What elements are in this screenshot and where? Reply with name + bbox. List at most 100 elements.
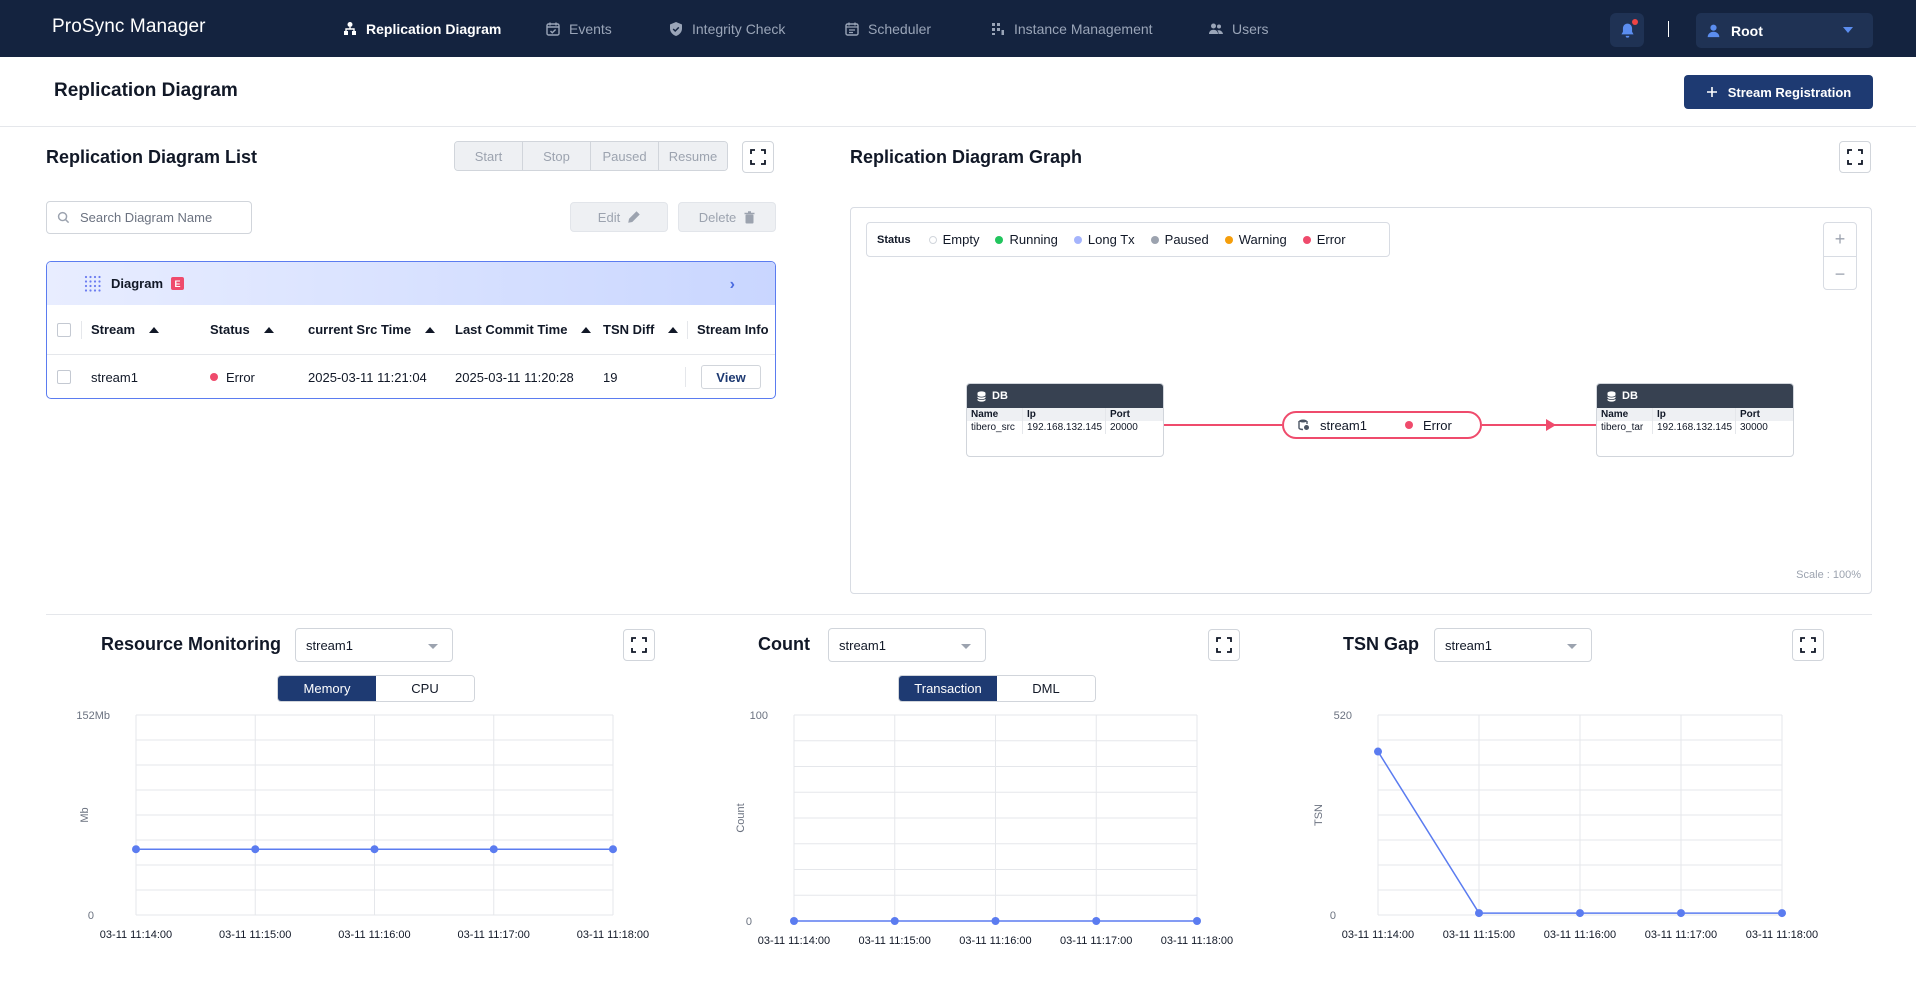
app-brand[interactable]: ProSync Manager bbox=[52, 16, 206, 37]
resource-stream-select[interactable]: stream1 bbox=[295, 628, 453, 662]
resume-button[interactable]: Resume bbox=[659, 142, 727, 170]
source-db-node[interactable]: DB Name Ip Port tibero_src 192.168.132.1… bbox=[966, 383, 1164, 457]
stream-db-icon bbox=[1298, 419, 1309, 431]
chevron-down-icon bbox=[428, 644, 438, 649]
col-status[interactable]: Status bbox=[210, 322, 274, 337]
chevron-right-icon[interactable]: › bbox=[729, 276, 735, 293]
legend-item-paused: Paused bbox=[1150, 232, 1209, 247]
graph-title: Replication Diagram Graph bbox=[850, 147, 1083, 167]
fullscreen-icon bbox=[1800, 637, 1816, 653]
stream-node[interactable]: stream1 Error bbox=[1282, 411, 1482, 439]
count-title: Count bbox=[758, 634, 810, 654]
stream-registration-button[interactable]: Stream Registration bbox=[1684, 75, 1873, 109]
table-row[interactable]: stream1 Error 2025-03-11 11:21:04 2025-0… bbox=[47, 355, 775, 398]
stream-control-group: Start Stop Paused Resume bbox=[454, 141, 728, 171]
count-metric-toggle: Transaction DML bbox=[898, 675, 1096, 702]
data-point[interactable] bbox=[1374, 747, 1382, 756]
select-all-checkbox[interactable] bbox=[57, 322, 71, 337]
zoom-in-button[interactable]: + bbox=[1824, 223, 1856, 257]
tsn-fullscreen-button[interactable] bbox=[1792, 629, 1824, 661]
nav-scheduler[interactable]: Scheduler bbox=[844, 19, 931, 39]
resource-monitoring-title: Resource Monitoring bbox=[101, 634, 282, 654]
memory-toggle[interactable]: Memory bbox=[278, 676, 376, 701]
cell-commit-time: 2025-03-11 11:20:28 bbox=[455, 369, 574, 385]
top-navbar: ProSync Manager Replication Diagram Even… bbox=[0, 0, 1916, 57]
nav-events[interactable]: Events bbox=[545, 19, 612, 39]
col-src-time[interactable]: current Src Time bbox=[308, 322, 436, 337]
data-point[interactable] bbox=[132, 845, 140, 854]
count-stream-select[interactable]: stream1 bbox=[828, 628, 986, 662]
data-point[interactable] bbox=[991, 917, 1000, 925]
resource-fullscreen-button[interactable] bbox=[623, 629, 655, 661]
notification-dot bbox=[1632, 19, 1638, 25]
x-tick-label: 03-11 11:18:00 bbox=[1746, 929, 1818, 941]
legend-label: Error bbox=[1316, 232, 1346, 247]
nav-integrity-check[interactable]: Integrity Check bbox=[668, 19, 785, 39]
search-input[interactable]: Search Diagram Name bbox=[46, 201, 252, 234]
sort-asc-icon bbox=[149, 326, 160, 333]
data-point[interactable] bbox=[1475, 909, 1483, 918]
list-title: Replication Diagram List bbox=[46, 147, 258, 167]
data-point[interactable] bbox=[370, 845, 379, 854]
data-point[interactable] bbox=[489, 845, 498, 854]
y-axis-label: Count bbox=[735, 803, 747, 832]
view-button[interactable]: View bbox=[701, 365, 761, 389]
start-button[interactable]: Start bbox=[455, 142, 523, 170]
db-col-ip: Ip bbox=[1653, 408, 1736, 421]
button-label: Edit bbox=[597, 209, 621, 225]
db-node-title: DB bbox=[1622, 390, 1638, 402]
notification-button[interactable] bbox=[1610, 13, 1644, 47]
legend-dot bbox=[1302, 235, 1311, 244]
x-tick-label: 03-11 11:15:00 bbox=[219, 929, 291, 941]
tsn-gap-title: TSN Gap bbox=[1343, 634, 1420, 654]
col-label: Stream bbox=[91, 322, 136, 337]
y-tick-label: 520 bbox=[1334, 710, 1352, 722]
data-point[interactable] bbox=[1092, 917, 1101, 925]
x-tick-label: 03-11 11:14:00 bbox=[1342, 929, 1414, 941]
user-menu[interactable]: Root bbox=[1696, 13, 1873, 48]
col-commit-time[interactable]: Last Commit Time bbox=[455, 322, 592, 337]
db-col-port: Port bbox=[1106, 408, 1163, 421]
tsn-stream-select[interactable]: stream1 bbox=[1434, 628, 1592, 662]
delete-button[interactable]: Delete bbox=[678, 202, 776, 232]
col-stream[interactable]: Stream bbox=[91, 322, 160, 337]
stop-button[interactable]: Stop bbox=[523, 142, 591, 170]
sort-asc-icon bbox=[263, 326, 274, 333]
data-point[interactable] bbox=[1193, 917, 1201, 925]
row-checkbox[interactable] bbox=[57, 370, 71, 384]
transaction-toggle[interactable]: Transaction bbox=[899, 676, 997, 701]
data-point[interactable] bbox=[790, 917, 798, 925]
x-tick-label: 03-11 11:16:00 bbox=[1544, 929, 1616, 941]
y-axis-label: TSN bbox=[1313, 804, 1325, 826]
table-header-row: Stream Status current Src Time Last Comm… bbox=[47, 305, 775, 355]
stream-node-status: Error bbox=[1422, 417, 1452, 433]
nav-users[interactable]: Users bbox=[1208, 19, 1269, 39]
data-point[interactable] bbox=[890, 917, 899, 925]
col-tsn-diff[interactable]: TSN Diff bbox=[603, 322, 679, 337]
data-point[interactable] bbox=[1778, 909, 1786, 918]
paused-button[interactable]: Paused bbox=[591, 142, 659, 170]
zoom-out-button[interactable]: − bbox=[1834, 263, 1846, 284]
diagram-group-header[interactable]: Diagram E › bbox=[47, 262, 775, 305]
chevron-down-icon bbox=[961, 644, 971, 649]
button-label: Stream Registration bbox=[1727, 84, 1852, 100]
list-fullscreen-button[interactable] bbox=[742, 141, 774, 173]
nav-instance-management[interactable]: Instance Management bbox=[990, 19, 1153, 39]
diagram-canvas[interactable]: Status Empty Running Long Tx Paused Warn… bbox=[850, 207, 1872, 594]
dml-toggle[interactable]: DML bbox=[997, 676, 1095, 701]
db-port: 30000 bbox=[1740, 422, 1768, 433]
data-point[interactable] bbox=[1576, 909, 1584, 918]
database-icon bbox=[977, 390, 986, 402]
target-db-node[interactable]: DB Name Ip Port tibero_tar 192.168.132.1… bbox=[1596, 383, 1794, 457]
data-point[interactable] bbox=[251, 845, 260, 854]
count-fullscreen-button[interactable] bbox=[1208, 629, 1240, 661]
status-text: Error bbox=[226, 369, 255, 385]
edit-button[interactable]: Edit bbox=[570, 202, 668, 232]
data-point[interactable] bbox=[1677, 909, 1685, 918]
legend-label: Empty bbox=[942, 232, 980, 247]
graph-fullscreen-button[interactable] bbox=[1839, 141, 1871, 173]
legend-item-error: Error bbox=[1302, 232, 1346, 247]
data-point[interactable] bbox=[609, 845, 617, 854]
cpu-toggle[interactable]: CPU bbox=[376, 676, 474, 701]
nav-replication-diagram[interactable]: Replication Diagram bbox=[342, 19, 501, 39]
